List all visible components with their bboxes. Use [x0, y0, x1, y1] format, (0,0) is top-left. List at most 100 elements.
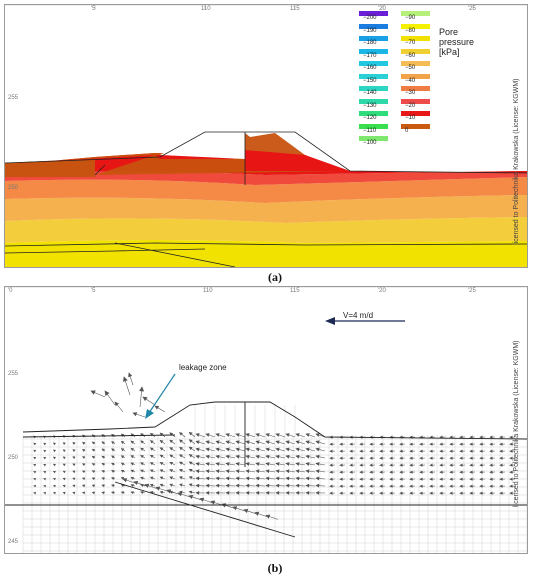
velocity-vector — [329, 449, 336, 453]
velocity-vector — [295, 454, 306, 459]
velocity-vector — [235, 440, 246, 445]
velocity-vector — [389, 470, 396, 474]
velocity-vector — [245, 490, 256, 495]
top-ruler — [94, 5, 474, 9]
top-tick-label: '0 — [8, 288, 13, 294]
layer-redorange — [5, 171, 527, 185]
top-tick-label: '25 — [468, 288, 476, 294]
velocity-vector — [245, 469, 256, 474]
velocity-vector — [91, 455, 96, 459]
velocity-vector — [245, 454, 256, 459]
velocity-vector — [379, 442, 386, 446]
top-tick-label: 115 — [290, 288, 300, 294]
velocity-vector — [469, 470, 476, 474]
velocity-vector — [101, 484, 106, 488]
velocity-vector — [489, 449, 496, 453]
legend-value: −130 — [363, 102, 377, 109]
legend-entry: −30 — [401, 86, 461, 96]
legend-swatch — [359, 98, 388, 104]
velocity-vector — [489, 470, 496, 474]
velocity-vector — [285, 433, 296, 438]
velocity-vector — [101, 441, 106, 445]
velocity-vector — [305, 433, 316, 438]
velocity-vector — [509, 456, 516, 460]
velocity-vector — [188, 461, 196, 466]
legend-value: −40 — [405, 77, 416, 84]
top-tick-label: '5 — [91, 288, 96, 294]
velocity-vector — [139, 386, 145, 408]
velocity-vector — [459, 449, 466, 453]
velocity-vector — [179, 461, 186, 466]
velocity-vector — [169, 447, 176, 452]
velocity-vector — [449, 491, 456, 495]
velocity-vector — [459, 477, 466, 481]
velocity-vector — [225, 433, 236, 438]
velocity-vector — [225, 490, 236, 495]
velocity-vector — [359, 463, 366, 467]
velocity-vector — [489, 463, 496, 467]
velocity-vector — [159, 490, 166, 494]
velocity-vector — [265, 433, 276, 438]
velocity-vector — [188, 454, 196, 459]
velocity-vector — [130, 476, 136, 480]
velocity-vector — [409, 442, 416, 446]
velocity-vector — [62, 456, 66, 460]
velocity-vector — [255, 454, 266, 459]
velocity-vector — [235, 476, 246, 481]
velocity-vector — [339, 470, 346, 474]
velocity-vector — [169, 461, 176, 466]
velocity-vector — [255, 447, 266, 452]
velocity-vector — [369, 442, 376, 446]
legend-entry: −180 — [359, 36, 419, 46]
velocity-vector — [62, 484, 66, 488]
velocity-vector — [52, 456, 56, 460]
velocity-vector — [52, 477, 56, 481]
velocity-vector — [245, 433, 256, 438]
velocity-vector — [295, 462, 306, 466]
velocity-vector — [159, 447, 166, 452]
velocity-vector — [62, 491, 66, 495]
velocity-vector — [449, 435, 456, 439]
velocity-vector — [245, 483, 256, 488]
velocity-vector — [449, 442, 456, 446]
velocity-vector — [245, 462, 256, 466]
legend-title-line: pressure — [439, 37, 475, 47]
velocity-vector — [120, 491, 126, 495]
velocity-vector — [499, 491, 506, 495]
legend-value: 0 — [405, 127, 409, 134]
velocity-vector — [459, 463, 466, 467]
velocity-vector — [315, 476, 326, 481]
velocity-vector — [81, 470, 86, 474]
velocity-vector — [479, 442, 486, 446]
velocity-vector — [149, 462, 156, 466]
legend-value: −100 — [363, 140, 377, 146]
velocity-vector — [379, 449, 386, 453]
velocity-vector — [149, 440, 156, 445]
velocity-vector — [429, 449, 436, 453]
legend-entry: −190 — [359, 23, 419, 34]
velocity-vector — [509, 477, 516, 481]
velocity-vectors — [33, 372, 516, 520]
velocity-vector — [140, 440, 146, 445]
velocity-vector — [215, 462, 226, 466]
legend-swatch — [359, 73, 388, 79]
embankment-white-zone — [160, 133, 245, 159]
velocity-vector — [130, 447, 136, 452]
left-tick-label: 255 — [8, 95, 19, 101]
velocity-vector — [285, 440, 296, 445]
velocity-vector — [349, 449, 356, 453]
legend-swatch — [401, 123, 430, 129]
top-tick-label: '20 — [378, 6, 386, 12]
legend-entry: −140 — [359, 86, 419, 96]
velocity-vector — [255, 483, 266, 488]
legend-value: −190 — [363, 27, 377, 34]
velocity-vector — [111, 455, 116, 459]
velocity-vector — [43, 449, 47, 453]
legend-entry: −70 — [401, 36, 461, 46]
velocity-vector — [132, 412, 146, 418]
leakage-zone-label: leakage zone — [179, 363, 227, 372]
velocity-vector — [419, 491, 426, 495]
velocity-vector — [439, 470, 446, 474]
legend-entry: −60 — [401, 48, 461, 59]
velocity-vector — [295, 476, 306, 481]
